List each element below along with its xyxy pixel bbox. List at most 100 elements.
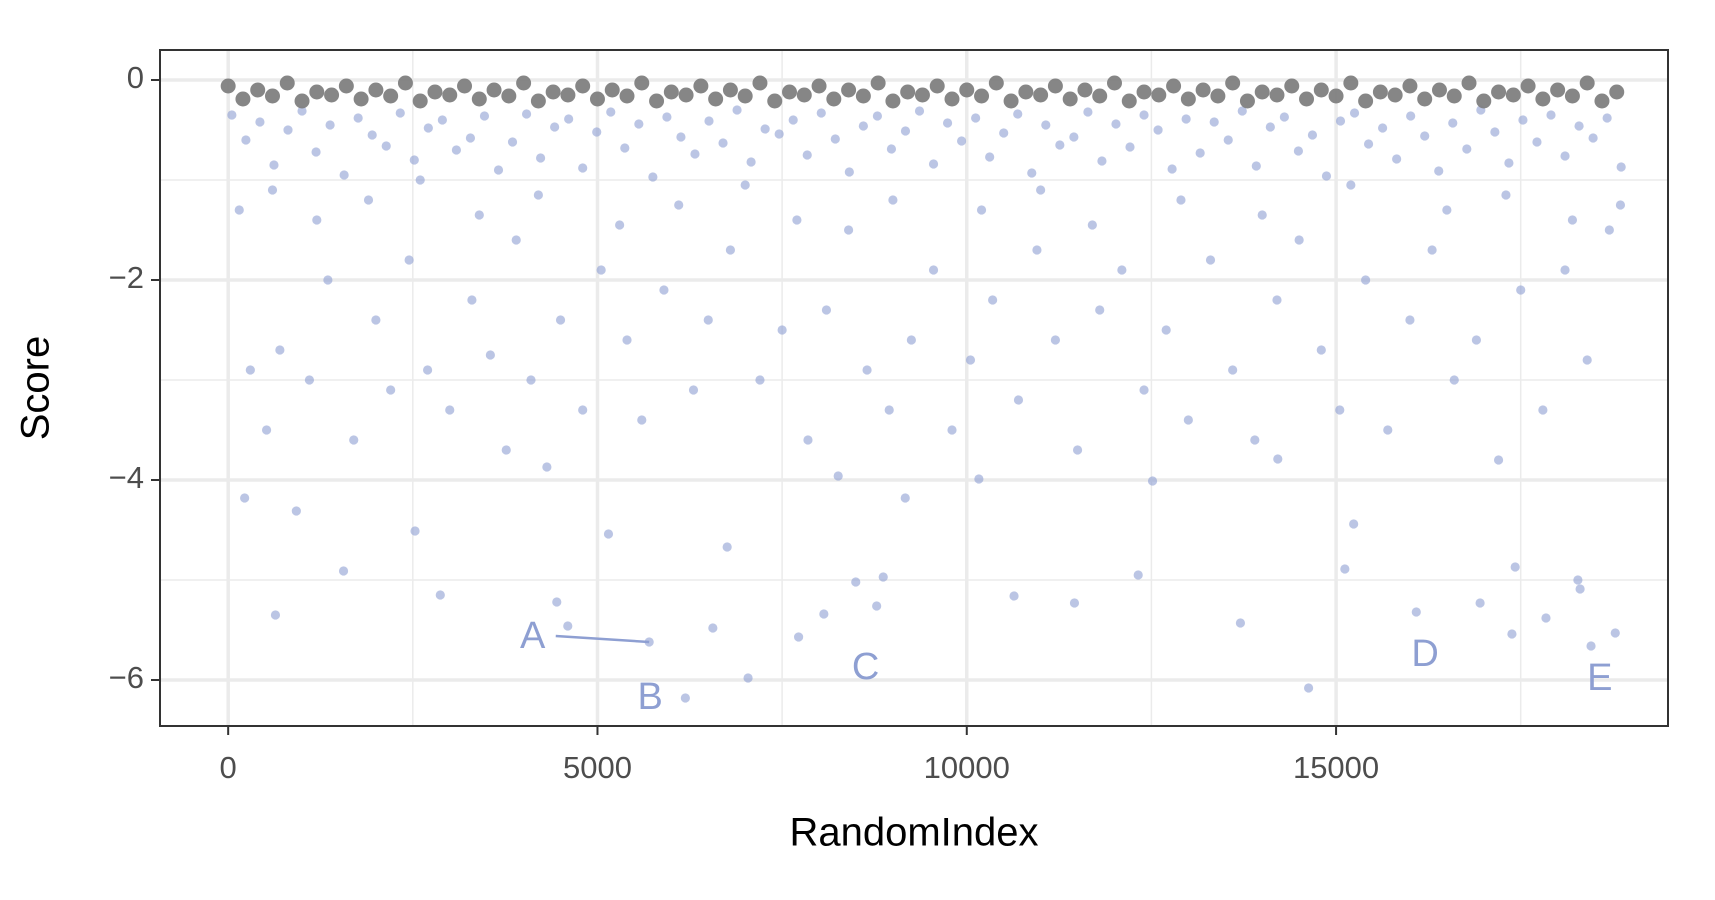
point: [291, 506, 301, 516]
point: [884, 405, 894, 415]
point: [241, 135, 251, 145]
point: [338, 566, 349, 576]
point: [663, 84, 679, 100]
point: [1181, 114, 1191, 124]
point: [688, 385, 699, 395]
point: [234, 205, 244, 215]
point: [1392, 154, 1402, 164]
point: [1491, 84, 1507, 100]
point: [1117, 265, 1127, 275]
point: [1041, 120, 1051, 130]
point: [511, 235, 521, 245]
point: [1013, 395, 1024, 405]
point: [942, 118, 953, 128]
point: [267, 185, 278, 195]
point: [704, 116, 714, 126]
point: [297, 106, 307, 116]
point: [1462, 144, 1472, 154]
point: [615, 220, 625, 230]
point: [1501, 190, 1511, 200]
point: [1442, 205, 1452, 215]
point: [486, 82, 502, 98]
point: [371, 315, 381, 325]
point: [1265, 122, 1275, 132]
point: [885, 93, 901, 109]
point: [1069, 132, 1079, 142]
point: [1055, 140, 1065, 150]
point: [363, 195, 374, 205]
point: [451, 145, 462, 155]
point: [1349, 108, 1360, 118]
point: [777, 325, 787, 335]
point: [1272, 295, 1282, 305]
point: [900, 84, 916, 100]
point: [1050, 335, 1061, 345]
point: [596, 265, 606, 275]
point: [743, 673, 753, 683]
point: [1449, 375, 1459, 385]
point: [1027, 168, 1037, 178]
point: [957, 136, 967, 146]
point: [1594, 93, 1610, 109]
point: [796, 87, 812, 103]
point: [324, 87, 340, 103]
point: [550, 122, 560, 132]
annotation: D: [1411, 633, 1438, 675]
point: [435, 590, 445, 600]
point: [592, 127, 602, 137]
point: [422, 365, 433, 375]
point: [676, 132, 686, 142]
point: [1225, 75, 1241, 91]
point: [526, 375, 536, 385]
point: [637, 415, 647, 425]
point: [235, 91, 251, 107]
point: [536, 153, 546, 163]
point: [311, 147, 321, 157]
point: [404, 255, 414, 265]
point: [1358, 93, 1374, 109]
point: [1180, 91, 1196, 107]
point: [1257, 210, 1267, 220]
y-axis-title: Score: [14, 336, 58, 441]
point: [988, 295, 998, 305]
point: [1176, 195, 1186, 205]
point: [1475, 598, 1485, 608]
point: [928, 159, 939, 169]
point: [1161, 325, 1171, 335]
point: [410, 526, 420, 536]
point: [1139, 110, 1149, 120]
point: [1307, 130, 1318, 140]
point: [802, 150, 812, 160]
point: [974, 88, 990, 104]
point: [1564, 88, 1580, 104]
point: [1610, 628, 1620, 638]
point: [386, 385, 396, 395]
point: [338, 78, 354, 94]
point: [1299, 91, 1315, 107]
point: [782, 84, 798, 100]
point: [659, 285, 669, 295]
x-tick-label: 15000: [1293, 750, 1379, 785]
point: [353, 113, 363, 123]
point: [604, 82, 620, 98]
point: [1378, 123, 1388, 133]
point: [312, 215, 322, 225]
point: [395, 108, 405, 118]
point: [397, 75, 413, 91]
point: [339, 170, 349, 180]
point: [1033, 87, 1049, 103]
point: [552, 597, 562, 607]
point: [774, 129, 784, 139]
point: [1567, 215, 1578, 225]
point: [283, 125, 293, 135]
point: [1574, 121, 1584, 131]
point: [1550, 82, 1566, 98]
point: [1602, 113, 1612, 123]
point: [878, 572, 888, 582]
annotation: A: [520, 615, 546, 657]
point: [1153, 125, 1163, 135]
point: [1349, 519, 1359, 529]
point: [516, 75, 532, 91]
point: [1420, 131, 1430, 141]
point: [1254, 84, 1270, 100]
